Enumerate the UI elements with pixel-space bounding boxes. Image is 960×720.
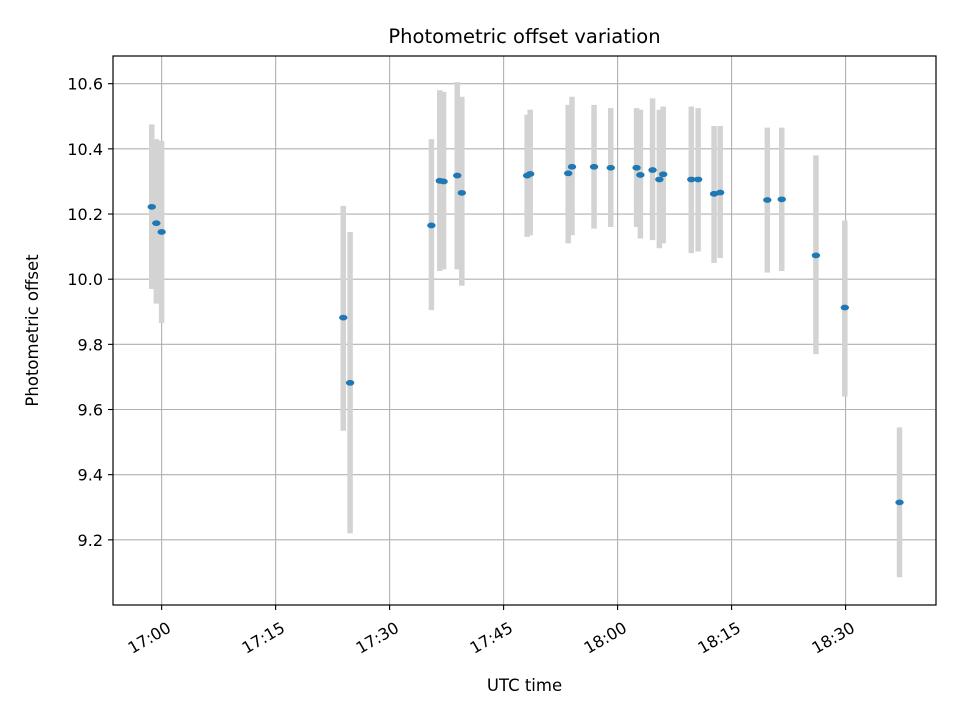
data-point (589, 163, 599, 170)
data-point (606, 164, 615, 171)
data-point (715, 189, 725, 196)
x-axis: 17:00 17:15 17:30 17:45 18:00 18:15 18:30 (125, 605, 858, 658)
data-point (427, 222, 436, 229)
data-point (655, 176, 664, 183)
data-point (895, 499, 904, 506)
data-point (687, 176, 696, 183)
y-axis: 9.2 9.4 9.6 9.8 10.0 10.2 10.4 10.6 (67, 75, 113, 550)
x-tick-label: 17:00 (125, 618, 174, 658)
x-tick-label: 18:30 (809, 618, 858, 658)
data-point (658, 171, 668, 178)
data-point (152, 220, 161, 227)
data-point (840, 304, 850, 311)
y-tick-label: 10.0 (67, 270, 103, 289)
x-tick-label: 17:15 (239, 618, 288, 658)
data-point (763, 197, 772, 203)
data-point (636, 172, 645, 178)
chart-title: Photometric offset variation (388, 25, 660, 48)
data-point (453, 172, 462, 179)
x-tick-label: 17:45 (467, 618, 516, 658)
data-point (157, 229, 166, 235)
x-tick-label: 17:30 (353, 618, 402, 658)
data-point (777, 196, 786, 203)
x-axis-title: UTC time (487, 676, 562, 695)
data-point (345, 379, 355, 386)
data-point (567, 163, 577, 170)
y-tick-label: 9.2 (78, 531, 103, 550)
data-point (693, 176, 703, 183)
y-tick-label: 9.6 (78, 401, 103, 420)
data-point (439, 178, 448, 185)
y-axis-title: Photometric offset (23, 254, 42, 407)
error-bars (149, 82, 903, 578)
data-point (811, 252, 821, 259)
x-tick-label: 18:15 (695, 618, 744, 658)
y-tick-label: 9.4 (78, 466, 103, 485)
data-point (632, 164, 641, 171)
y-tick-label: 10.6 (67, 75, 103, 94)
data-point (339, 314, 348, 321)
plot-frame (112, 55, 937, 606)
data-point (525, 171, 535, 177)
y-tick-label: 10.2 (67, 205, 103, 224)
data-point (563, 170, 573, 177)
data-point (147, 203, 156, 210)
y-tick-label: 9.8 (78, 335, 103, 354)
data-point (457, 189, 467, 196)
data-point (648, 167, 657, 173)
x-tick-label: 18:00 (581, 618, 630, 658)
data-points (147, 163, 904, 506)
y-tick-label: 10.4 (67, 140, 103, 159)
